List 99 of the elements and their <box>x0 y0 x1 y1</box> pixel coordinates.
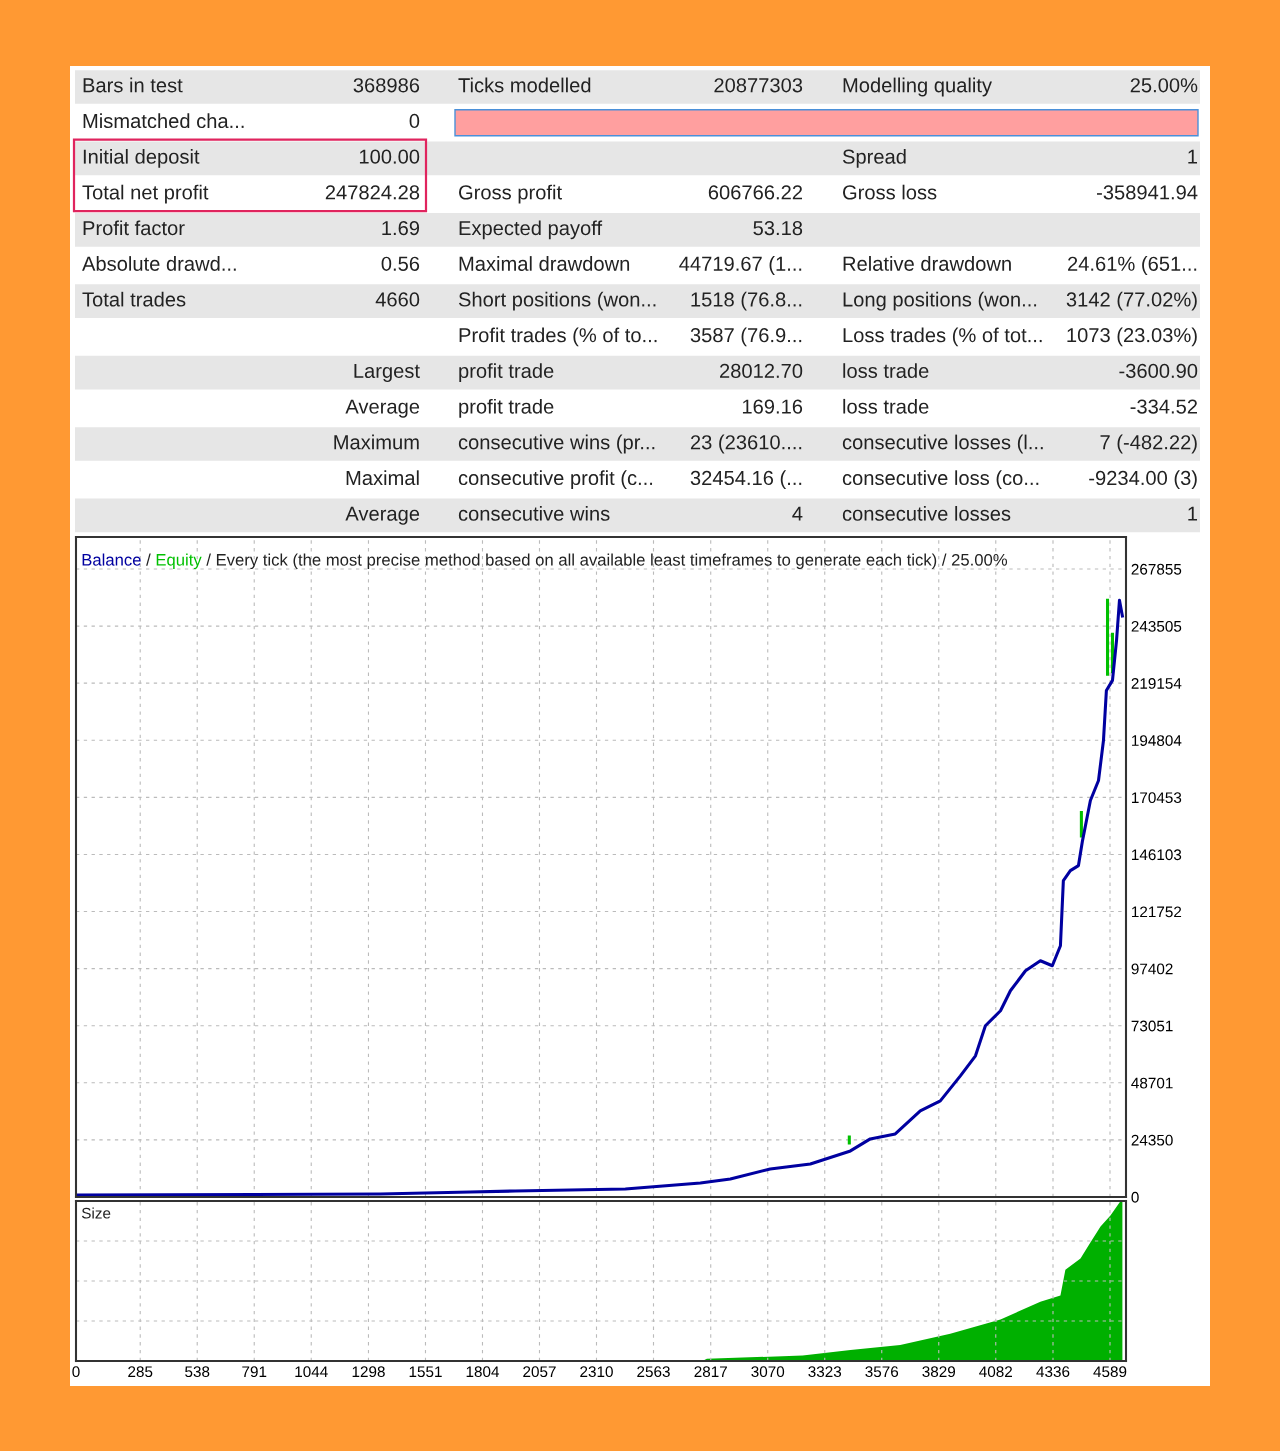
text: Total net profit <box>82 184 209 204</box>
text: 3587 (76.9... <box>690 327 802 347</box>
x-tick-label: 4336 <box>1036 1366 1070 1378</box>
y-tick-label: 97402 <box>1131 963 1173 975</box>
text: 53.18 <box>753 220 803 236</box>
y-tick-label: 146103 <box>1132 849 1182 861</box>
y-tick-label: 219154 <box>1131 678 1182 689</box>
text: 32454.16 (... <box>690 470 802 490</box>
text: Total trades <box>82 291 186 307</box>
x-tick-label: 3829 <box>922 1366 956 1378</box>
text: consecutive wins (pr... <box>458 434 655 454</box>
text: 44719.67 (1... <box>679 256 802 275</box>
text: 1 <box>1188 506 1198 521</box>
text: consecutive wins <box>458 506 610 521</box>
text: Maximum <box>334 434 419 450</box>
chart-title: Size <box>81 1207 111 1219</box>
y-tick-label: 24350 <box>1131 1134 1173 1146</box>
x-tick-label: 3323 <box>808 1366 842 1378</box>
text: Short positions (won... <box>458 291 656 311</box>
text: Maximal <box>346 470 419 486</box>
text: Equity <box>156 553 202 570</box>
text: 247824.28 <box>325 185 420 200</box>
text: Average <box>345 506 420 525</box>
text: 1073 (23.03%) <box>1067 327 1197 347</box>
text: Gross loss <box>843 184 937 200</box>
x-tick-label: 2817 <box>694 1366 727 1378</box>
text: Average <box>345 399 420 418</box>
x-tick-label: 791 <box>242 1366 267 1378</box>
text: Largest <box>354 363 420 382</box>
text: 4 <box>792 506 803 521</box>
text: consecutive profit (c... <box>458 470 653 490</box>
text: 4660 <box>375 292 420 307</box>
y-tick-label: 243505 <box>1131 620 1182 632</box>
text: Profit trades (% of to... <box>459 327 657 347</box>
y-tick-label: 121752 <box>1132 906 1182 918</box>
x-tick-label: 2310 <box>580 1366 613 1378</box>
x-tick-label: 538 <box>185 1366 210 1378</box>
text: Maximal drawdown <box>459 256 630 271</box>
text: 0.56 <box>381 256 420 271</box>
x-tick-label: 2057 <box>523 1366 556 1378</box>
text: 24.61% (651... <box>1068 256 1197 275</box>
text: 1 <box>1188 149 1198 164</box>
text: Long positions (won... <box>843 291 1037 311</box>
text: 25.00% <box>1130 78 1198 93</box>
text: loss trade <box>843 398 929 414</box>
x-tick-label: 1551 <box>409 1366 442 1378</box>
annotation: / <box>146 553 151 566</box>
text: consecutive losses (l... <box>842 434 1043 454</box>
text: 20877303 <box>714 78 803 93</box>
text: 3142 (77.02%) <box>1066 291 1197 311</box>
x-tick-label: 4589 <box>1093 1366 1127 1378</box>
y-tick-label: 170453 <box>1132 792 1182 804</box>
text: 1518 (76.8... <box>691 291 802 311</box>
y-tick-label: 0 <box>1131 1191 1139 1203</box>
text: Mismatched cha... <box>83 113 244 129</box>
text: 28012.70 <box>720 363 803 379</box>
text: profit trade <box>459 363 554 382</box>
text: 1.69 <box>382 220 420 236</box>
text: 23 (23610.... <box>690 434 802 454</box>
y-tick-label: 267855 <box>1131 563 1182 575</box>
text: -334.52 <box>1130 399 1197 414</box>
y-tick-label: 48701 <box>1131 1077 1173 1089</box>
text: -9234.00 (3) <box>1089 470 1197 490</box>
y-tick-label: 73051 <box>1131 1020 1173 1032</box>
text: Gross profit <box>459 184 562 204</box>
x-tick-label: 1298 <box>352 1366 385 1378</box>
text: consecutive loss (co... <box>842 470 1039 490</box>
text: Initial deposit <box>83 149 200 168</box>
x-tick-label: 1804 <box>466 1366 500 1378</box>
text: / Every tick (the most precise method based on all available least timeframes to generate each tick) / 25.00% <box>206 553 1008 570</box>
text: Balance <box>82 553 141 566</box>
text: 0 <box>409 113 420 129</box>
x-tick-label: 3070 <box>751 1366 785 1378</box>
text: consecutive losses <box>842 506 1011 521</box>
text: Ticks modelled <box>458 77 591 93</box>
text: 7 (-482.22) <box>1100 434 1197 454</box>
text: loss trade <box>843 363 929 379</box>
text: -3600.90 <box>1119 363 1198 379</box>
text: Relative drawdown <box>843 256 1011 271</box>
x-tick-label: 1044 <box>295 1366 328 1378</box>
y-tick-label: 194804 <box>1132 735 1182 746</box>
text: 606766.22 <box>708 185 802 200</box>
x-tick-label: 2563 <box>637 1366 670 1378</box>
text: profit trade <box>459 398 554 418</box>
text: Profit factor <box>83 220 185 236</box>
text: Loss trades (% of tot... <box>843 327 1042 347</box>
text: Modelling quality <box>843 77 992 97</box>
text: Spread <box>842 149 906 168</box>
text: Bars in test <box>83 77 183 93</box>
text: Expected payoff <box>459 220 603 240</box>
text: 169.16 <box>742 399 803 414</box>
x-tick-label: 3576 <box>865 1366 899 1378</box>
x-tick-label: 285 <box>128 1366 153 1378</box>
text: Absolute drawd... <box>82 256 236 271</box>
text: -358941.94 <box>1097 185 1198 200</box>
x-tick-label: 4082 <box>979 1366 1012 1378</box>
text: 100.00 <box>359 149 420 164</box>
x-tick-label: 0 <box>72 1366 80 1378</box>
text: 368986 <box>353 78 420 93</box>
